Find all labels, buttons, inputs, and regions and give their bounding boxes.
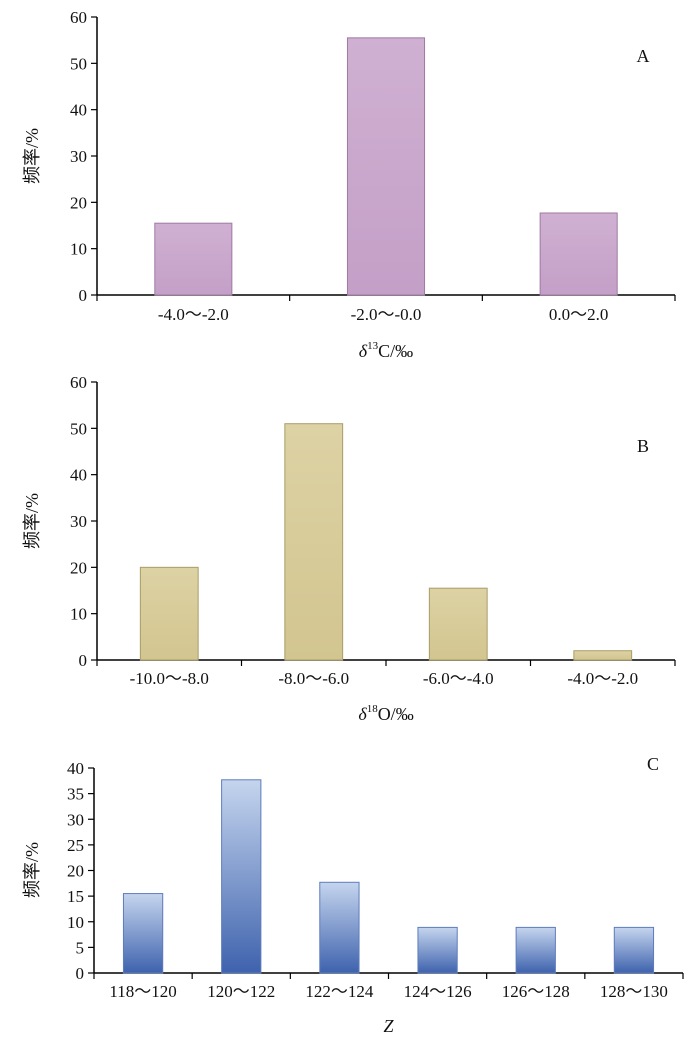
y-axis-title: 频率/%	[22, 842, 42, 898]
y-tick-label: 35	[67, 785, 84, 804]
y-tick-label: 10	[67, 913, 84, 932]
bar-a-1	[154, 222, 233, 296]
y-tick-label: 30	[70, 147, 87, 166]
y-tick-label: 5	[76, 938, 85, 957]
x-axis-title: δ13C/‰	[359, 340, 413, 361]
y-axis-title: 频率/%	[22, 493, 42, 549]
panel-label: A	[637, 46, 650, 66]
x-category-label: -4.0～-2.0	[567, 669, 638, 688]
bar-c-5	[515, 926, 556, 974]
x-axis-title-superscript: 18	[367, 703, 379, 715]
x-category-label: 118～120	[109, 982, 176, 1001]
bar-b-3	[428, 587, 488, 661]
y-tick-label: 0	[79, 651, 88, 670]
panel-label: C	[647, 754, 659, 774]
y-tick-label: 30	[70, 512, 87, 531]
x-category-label: 128～130	[600, 982, 668, 1001]
bar-b-2	[284, 423, 344, 661]
chart-panel-b: 0 10 20 30 40 50 60 -10.0～-8.0 -8.0～-6.0 -6.0～-4.…	[22, 373, 676, 724]
y-tick-label: 0	[79, 286, 88, 305]
x-category-label: 124～126	[404, 982, 472, 1001]
y-tick-label: 25	[67, 836, 84, 855]
y-tick-label: 50	[70, 419, 87, 438]
y-tick-label: 20	[70, 558, 87, 577]
y-tick-label: 10	[70, 605, 87, 624]
bar-b-4	[573, 650, 633, 661]
y-tick-label: 20	[67, 862, 84, 881]
bar-c-2	[221, 779, 262, 974]
x-category-label: 120～122	[207, 982, 275, 1001]
x-category-label: -2.0～-0.0	[351, 305, 422, 324]
bar-b-1	[139, 566, 199, 661]
x-category-label: 122～124	[305, 982, 373, 1001]
y-tick-label: 40	[70, 101, 87, 120]
bar-a-2	[346, 37, 426, 296]
panel-label: B	[637, 436, 649, 456]
x-axis-title: Z	[383, 1016, 394, 1036]
y-tick-label: 50	[70, 54, 87, 73]
x-category-label: -8.0～-6.0	[278, 669, 349, 688]
x-category-label: -4.0～-2.0	[158, 305, 229, 324]
x-category-label: -6.0～-4.0	[423, 669, 494, 688]
chart-panel-a: 0 10 20 30 40 50 60 -4.0～-2.0 -2.0～-0.0 0.0～2.0 频率…	[22, 8, 676, 361]
x-axis-title-symbol: δ	[359, 341, 368, 361]
x-axis-title-symbol: δ	[358, 704, 367, 724]
y-tick-label: 0	[76, 964, 85, 983]
chart-panel-c: 0 5 10 15 20 25 30 35 40 118～120 120～122 122～124 124…	[22, 754, 684, 1036]
y-tick-label: 15	[67, 887, 84, 906]
x-category-label: 0.0～2.0	[549, 305, 609, 324]
bar-c-3	[319, 881, 360, 974]
bar-c-1	[122, 893, 164, 974]
y-tick-label: 40	[67, 759, 84, 778]
x-axis-title-rest: O/‰	[378, 704, 414, 724]
y-tick-label: 40	[70, 466, 87, 485]
x-axis-title: δ18O/‰	[358, 703, 413, 724]
x-axis-title-superscript: 13	[367, 340, 379, 352]
bar-a-3	[539, 212, 618, 296]
y-tick-label: 30	[67, 810, 84, 829]
y-axis-title: 频率/%	[22, 128, 42, 184]
y-tick-label: 20	[70, 193, 87, 212]
x-category-label: 126～128	[502, 982, 570, 1001]
bar-c-6	[613, 926, 655, 974]
y-tick-label: 60	[70, 8, 87, 27]
y-tick-label: 10	[70, 240, 87, 259]
y-tick-label: 60	[70, 373, 87, 392]
bar-c-4	[417, 926, 458, 974]
x-category-label: -10.0～-8.0	[130, 669, 209, 688]
x-axis-title-rest: C/‰	[378, 341, 413, 361]
